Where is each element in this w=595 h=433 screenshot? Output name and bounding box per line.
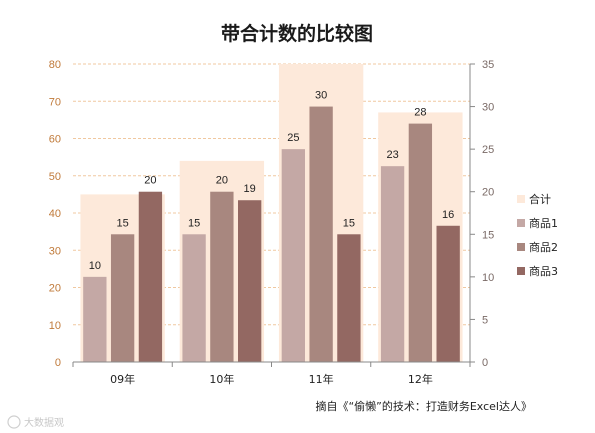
data-label: 23 <box>386 149 398 161</box>
bar-product3 <box>238 200 262 362</box>
bar-product3 <box>138 191 163 362</box>
data-label: 25 <box>287 132 299 144</box>
x-category-label: 12年 <box>408 372 433 386</box>
bar-product3 <box>436 225 460 362</box>
bar-product2 <box>408 123 433 362</box>
y-left-tick-label: 10 <box>49 320 61 332</box>
y-left-tick-label: 50 <box>49 171 61 183</box>
legend-swatch <box>517 219 525 227</box>
legend-swatch <box>517 267 525 275</box>
y-right-tick-label: 30 <box>482 102 494 114</box>
y-left-tick-label: 30 <box>49 245 61 257</box>
y-right-tick-label: 20 <box>482 187 494 199</box>
y-right-tick-label: 0 <box>482 357 488 369</box>
bar-product1 <box>380 166 405 362</box>
bar-product2 <box>210 191 234 362</box>
watermark-text: 大数据观 <box>24 416 64 429</box>
bar-product1 <box>281 149 305 362</box>
y-left-tick-label: 20 <box>49 283 61 295</box>
data-label: 10 <box>89 260 101 272</box>
data-label: 20 <box>216 175 228 187</box>
y-left-tick-label: 60 <box>49 134 61 146</box>
legend-label: 商品2 <box>529 240 558 254</box>
data-label: 20 <box>144 175 156 187</box>
data-label: 15 <box>188 217 200 229</box>
y-right-tick-label: 10 <box>482 272 494 284</box>
data-labels: 10 15 20 15 20 19 25 30 15 23 28 16 <box>89 90 455 272</box>
bar-product2 <box>309 106 333 362</box>
y-left-tick-label: 70 <box>49 96 61 108</box>
y-right-tick-label: 25 <box>482 144 494 156</box>
chart-title: 带合计数的比较图 <box>221 22 373 45</box>
watermark-logo-icon <box>7 415 21 429</box>
data-label: 19 <box>244 183 256 195</box>
axes: 0 10 20 30 40 50 60 70 80 0 5 10 15 20 25 30 35 09年 10年 11年… <box>49 59 495 386</box>
bar-product3 <box>337 234 361 362</box>
y-left-tick-label: 80 <box>49 59 61 71</box>
x-category-label: 11年 <box>309 372 334 386</box>
total-bars <box>80 64 463 362</box>
bar-product2 <box>110 234 135 362</box>
source-footer: 摘自《“偷懒”的技术：打造财务Excel达人》 <box>315 399 532 413</box>
bar-product1 <box>182 234 206 362</box>
legend-label: 合计 <box>529 192 551 206</box>
data-label: 15 <box>343 217 355 229</box>
legend-label: 商品1 <box>529 216 558 230</box>
data-label: 15 <box>117 217 129 229</box>
legend-swatch <box>517 243 525 251</box>
legend-swatch <box>517 195 525 203</box>
data-label: 16 <box>442 209 454 221</box>
watermark: 大数据观 <box>7 415 64 429</box>
y-left-tick-label: 0 <box>55 357 61 369</box>
y-left-tick-label: 40 <box>49 208 61 220</box>
data-label: 28 <box>414 107 426 119</box>
legend-label: 商品3 <box>529 264 558 278</box>
bar-product1 <box>83 276 107 362</box>
y-right-tick-label: 5 <box>482 314 488 326</box>
data-label: 30 <box>315 90 327 102</box>
y-right-tick-label: 35 <box>482 59 494 71</box>
x-category-label: 10年 <box>209 372 234 386</box>
product-bars <box>83 106 460 362</box>
x-category-label: 09年 <box>110 372 135 386</box>
y-right-tick-label: 15 <box>482 229 494 241</box>
